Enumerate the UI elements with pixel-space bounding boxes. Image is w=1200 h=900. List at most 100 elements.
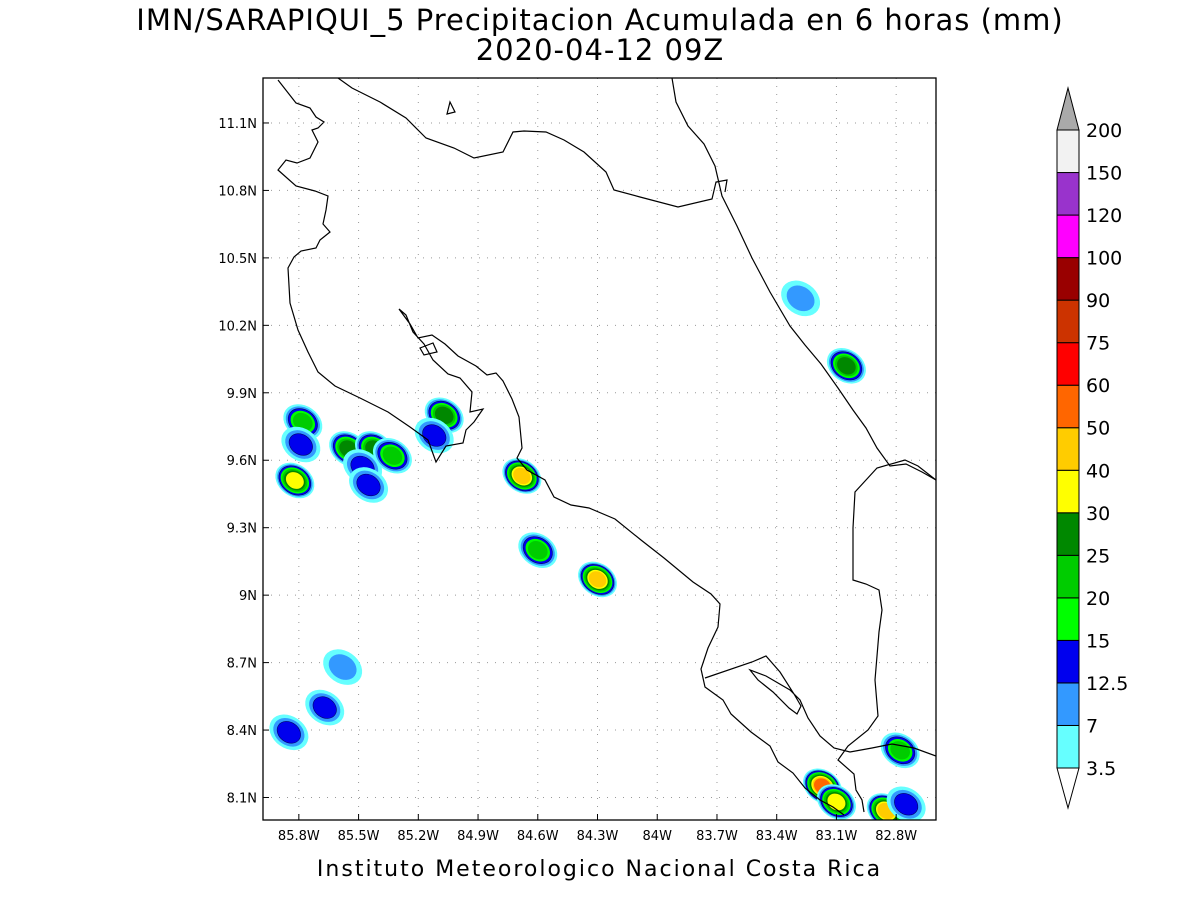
colorbar-label: 15	[1086, 630, 1110, 652]
precip-contour	[837, 357, 856, 375]
lon-tick-label: 83.4W	[756, 829, 798, 844]
colorbar-label: 25	[1086, 545, 1110, 567]
precip-contour	[890, 741, 910, 760]
panama-border	[837, 459, 936, 813]
precip-contour	[588, 571, 607, 588]
precip-cell	[269, 714, 309, 751]
lat-tick-label: 11.1N	[218, 117, 257, 132]
colorbar-label: 40	[1086, 460, 1110, 482]
precip-cell	[323, 649, 363, 685]
precip-contour	[288, 433, 313, 456]
precip-contour	[276, 721, 301, 744]
lat-tick-label: 9.9N	[227, 387, 257, 402]
precip-contour	[328, 654, 357, 680]
colorbar-swatch	[1056, 299, 1080, 344]
colorbar-label: 150	[1086, 163, 1122, 185]
colorbar-label: 200	[1086, 120, 1122, 142]
lat-tick-label: 9.3N	[227, 522, 257, 537]
precip-cell	[826, 348, 866, 384]
precip-cell	[502, 458, 542, 494]
colorbar-label: 7	[1086, 715, 1098, 737]
colorbar: 3.5 7 12.5 15 20 25 30 40 50 60 75 90 100 120 150 200	[1056, 86, 1128, 810]
colorbar-swatch	[1056, 129, 1080, 174]
map-title: IMN/SARAPIQUI_5 Precipitacion Acumulada …	[136, 3, 1064, 37]
colorbar-swatch	[1056, 597, 1080, 641]
colorbar-swatch	[1056, 554, 1080, 599]
coastline-east	[671, 78, 936, 481]
precip-cell	[781, 280, 821, 317]
precip-cell	[305, 689, 345, 726]
colorbar-label: 120	[1086, 205, 1122, 227]
lake-nicoya-island	[419, 342, 438, 356]
precip-cell	[578, 561, 618, 598]
map-frame	[262, 77, 937, 821]
lat-tick-label: 8.4N	[227, 724, 257, 739]
precip-contour	[513, 467, 531, 485]
osa-peninsula	[704, 655, 936, 757]
lat-tick-label: 10.2N	[218, 319, 257, 334]
precip-cell	[414, 417, 454, 454]
colorbar-label: 3.5	[1086, 758, 1116, 780]
lon-tick-label: 82.8W	[875, 829, 917, 844]
colorbar-label: 30	[1086, 503, 1110, 525]
colorbar-swatch	[1056, 342, 1080, 386]
colorbar-arrow-top	[1056, 86, 1080, 131]
lon-tick-label: 85.2W	[397, 829, 439, 844]
coastline-north	[277, 79, 845, 816]
colorbar-label: 75	[1086, 333, 1110, 355]
lon-tick-label: 83.1W	[816, 829, 858, 844]
lon-tick-label: 85.5W	[338, 829, 380, 844]
colorbar-swatch	[1056, 427, 1080, 471]
colorbar-label: 60	[1086, 375, 1110, 397]
colorbar-swatch	[1056, 512, 1080, 556]
lon-tick-label: 84.3W	[577, 829, 619, 844]
colorbar-label: 100	[1086, 248, 1122, 270]
precip-cell	[372, 437, 412, 474]
precip-contour	[312, 696, 337, 719]
lon-tick-label: 84.6W	[517, 829, 559, 844]
lat-tick-label: 8.1N	[227, 792, 257, 807]
lake-north	[446, 100, 456, 115]
precip-layer	[269, 280, 926, 820]
lat-tick-label: 8.7N	[227, 657, 257, 672]
colorbar-arrow-bottom	[1056, 767, 1080, 810]
colorbar-swatch	[1056, 639, 1080, 684]
map-subtitle-date: 2020-04-12 09Z	[475, 33, 725, 67]
colorbar-swatch	[1056, 257, 1080, 301]
precip-cell	[518, 532, 558, 568]
colorbar-swatch	[1056, 469, 1080, 514]
colorbar-swatch	[1056, 724, 1080, 769]
precip-contour	[382, 446, 403, 465]
colorbar-swatch	[1056, 214, 1080, 259]
colorbar-label: 50	[1086, 418, 1110, 440]
colorbar-label: 90	[1086, 290, 1110, 312]
precip-contour	[292, 412, 313, 432]
colorbar-swatch	[1056, 682, 1080, 726]
colorbar-swatch	[1056, 384, 1080, 429]
precip-cell	[281, 426, 321, 463]
precip-contour	[285, 472, 304, 489]
coastline-layer	[277, 78, 936, 816]
precip-contour	[786, 285, 815, 312]
precip-cell	[283, 404, 323, 440]
lat-tick-label: 10.8N	[218, 184, 257, 199]
lat-tick-label: 9N	[239, 589, 257, 604]
precip-cell	[816, 784, 856, 820]
lon-tick-label: 85.8W	[278, 829, 320, 844]
precip-cell	[275, 462, 315, 499]
precip-contour	[894, 793, 919, 816]
lon-tick-label: 83.7W	[696, 829, 738, 844]
coastline-caribbean	[337, 78, 728, 208]
precip-cell	[349, 467, 389, 503]
precip-contour	[356, 473, 381, 497]
footer-credit: Instituto Meteorologico Nacional Costa R…	[316, 857, 883, 882]
axis-ticks: 85.8W 85.5W 85.2W 84.9W 84.6W 84.3W 84W 83.7W 83…	[218, 117, 917, 844]
precip-contour	[434, 406, 454, 424]
lon-tick-label: 84W	[643, 829, 673, 844]
lat-tick-label: 10.5N	[218, 252, 257, 267]
colorbar-label: 20	[1086, 588, 1110, 610]
precip-cell	[886, 786, 926, 820]
colorbar-label: 12.5	[1086, 673, 1128, 695]
colorbar-swatch	[1056, 172, 1080, 216]
